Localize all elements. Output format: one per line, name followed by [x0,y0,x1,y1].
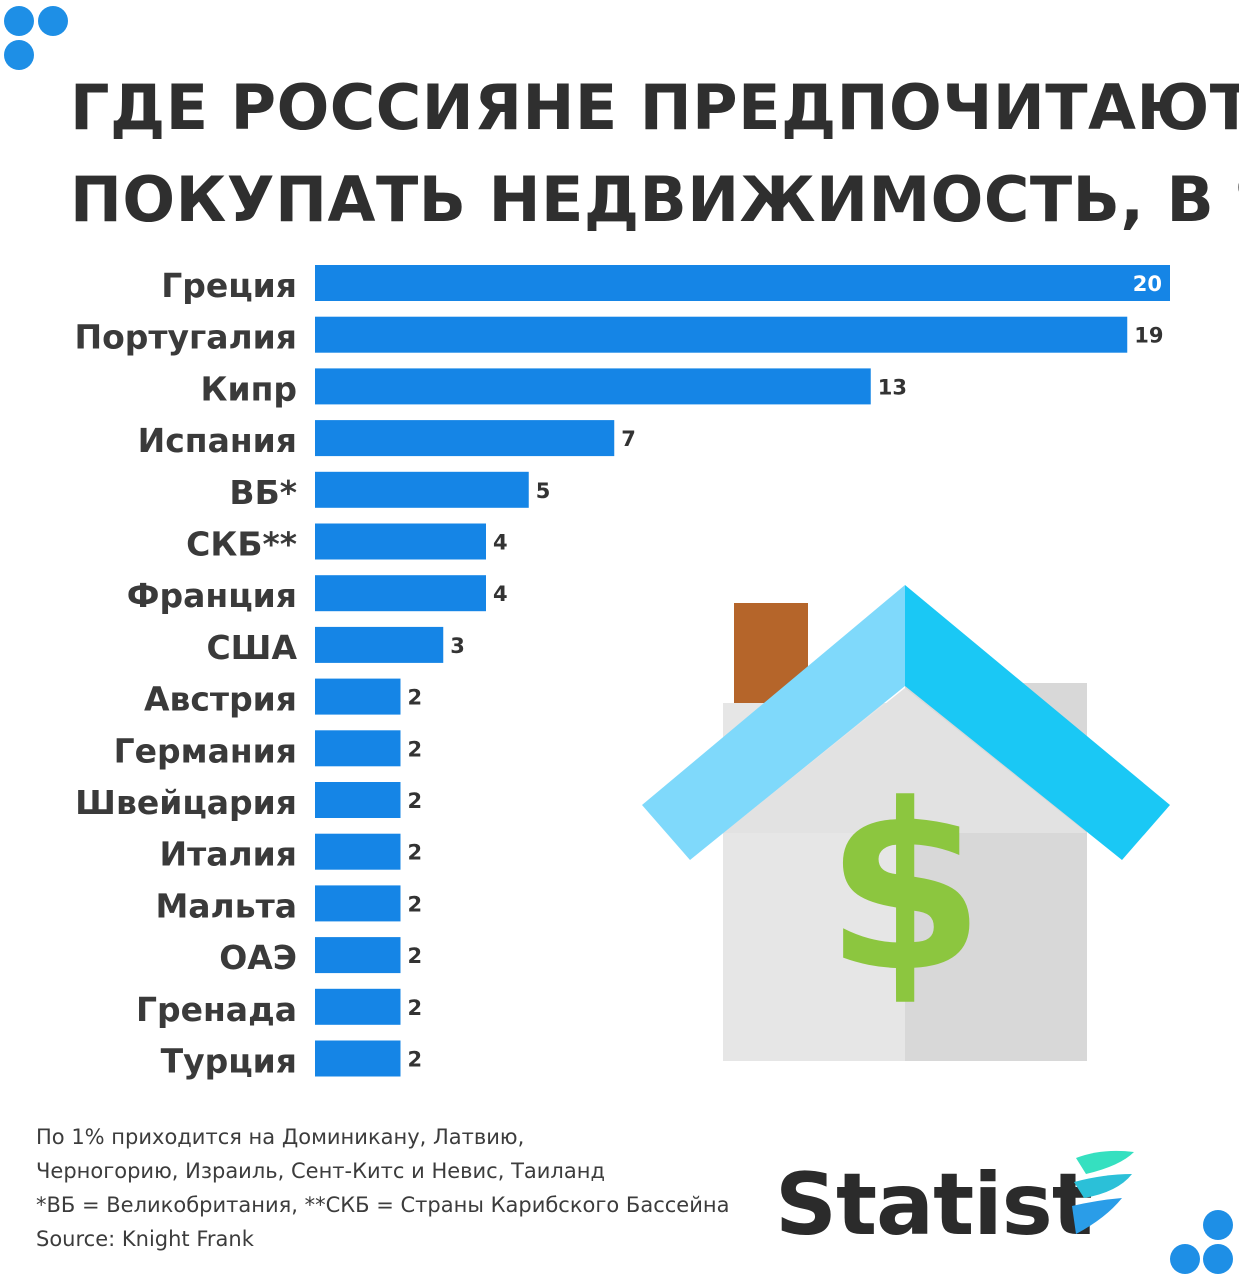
footnote-line: *ВБ = Великобритания, **СКБ = Страны Кар… [36,1193,730,1217]
bar [315,782,401,818]
category-label: Греция [161,266,297,305]
category-label: США [206,628,297,667]
category-label: Швейцария [75,783,297,822]
bar [315,885,401,922]
category-label: Турция [161,1042,297,1081]
footnote-line: По 1% приходится на Доминикану, Латвию, [36,1125,525,1149]
bar-value-label: 2 [408,686,423,710]
bar [315,626,444,663]
chart-title-line-1: ГДЕ РОССИЯНЕ ПРЕДПОЧИТАЮТ [70,71,1239,144]
bar-value-label: 7 [621,427,636,451]
chart-title: ГДЕ РОССИЯНЕ ПРЕДПОЧИТАЮТ ПОКУПАТЬ НЕДВИ… [70,62,1239,246]
category-label: Австрия [144,680,297,719]
roof-left [642,585,905,860]
bar-value-label: 2 [408,892,423,916]
statist-logo-mark-icon [1072,1150,1134,1234]
bar-value-label: 19 [1134,324,1163,348]
footnotes: По 1% приходится на Доминикану, Латвию, … [36,1120,776,1256]
decor-dot [1170,1244,1200,1274]
bar-value-label: 5 [536,479,551,503]
bar [315,937,401,974]
category-label: СКБ** [186,525,297,564]
logo-mark-stroke-3 [1072,1198,1122,1234]
bar [315,471,529,508]
bar [315,420,615,457]
bar-value-label: 2 [408,1048,423,1072]
decor-dot [1203,1244,1233,1274]
house-wall-gable [723,688,1087,833]
category-label: Франция [127,576,297,615]
category-label: Кипр [200,369,297,408]
bar [315,316,1128,353]
category-label: ОАЭ [219,938,297,977]
statist-logo-text: Statist [775,1155,1093,1255]
logo-mark-stroke-2 [1074,1174,1132,1198]
bar [315,730,401,767]
bar [315,265,1170,301]
logo-mark-stroke-1 [1076,1150,1134,1174]
chart-title-line-2: ПОКУПАТЬ НЕДВИЖИМОСТЬ, В % [70,163,1239,236]
category-label: ВБ* [229,473,297,512]
decor-dot [4,40,34,70]
bar [315,833,401,870]
bar-chart: Греция 20 Португалия 19 Кипр 13 Испания 7 ВБ* 5 СК… [74,265,1170,1081]
bar-value-label: 4 [493,531,508,555]
source-note: Source: Knight Frank [36,1227,254,1251]
roof-right [905,585,1170,860]
category-label: Гренада [136,990,297,1029]
bar [315,523,486,560]
bar-value-label: 2 [408,737,423,761]
bar-value-label: 13 [878,375,907,399]
category-label: Италия [160,835,298,874]
bar-value-label: 4 [493,582,508,606]
house-dollar-icon: $ [642,585,1170,1061]
dollar-sign-icon: $ [825,756,985,1023]
category-label: Германия [114,731,297,770]
bar [315,575,486,612]
category-label: Португалия [74,318,297,357]
bar [315,988,401,1025]
decor-dot [4,6,34,36]
decor-dot [1203,1210,1233,1240]
bar [315,678,401,715]
bar-value-label: 2 [408,789,423,813]
bar-value-label: 2 [408,944,423,968]
bar-value-label: 3 [450,634,465,658]
decor-dot [38,6,68,36]
bar-value-label: 2 [408,996,423,1020]
category-label: Испания [138,421,297,460]
bar [315,368,871,405]
bar [315,1040,401,1077]
bar-value-label: 20 [1133,272,1162,296]
category-label: Мальта [155,886,297,925]
footnote-line: Черногорию, Израиль, Сент-Китс и Невис, … [36,1159,605,1183]
bar-value-label: 2 [408,841,423,865]
